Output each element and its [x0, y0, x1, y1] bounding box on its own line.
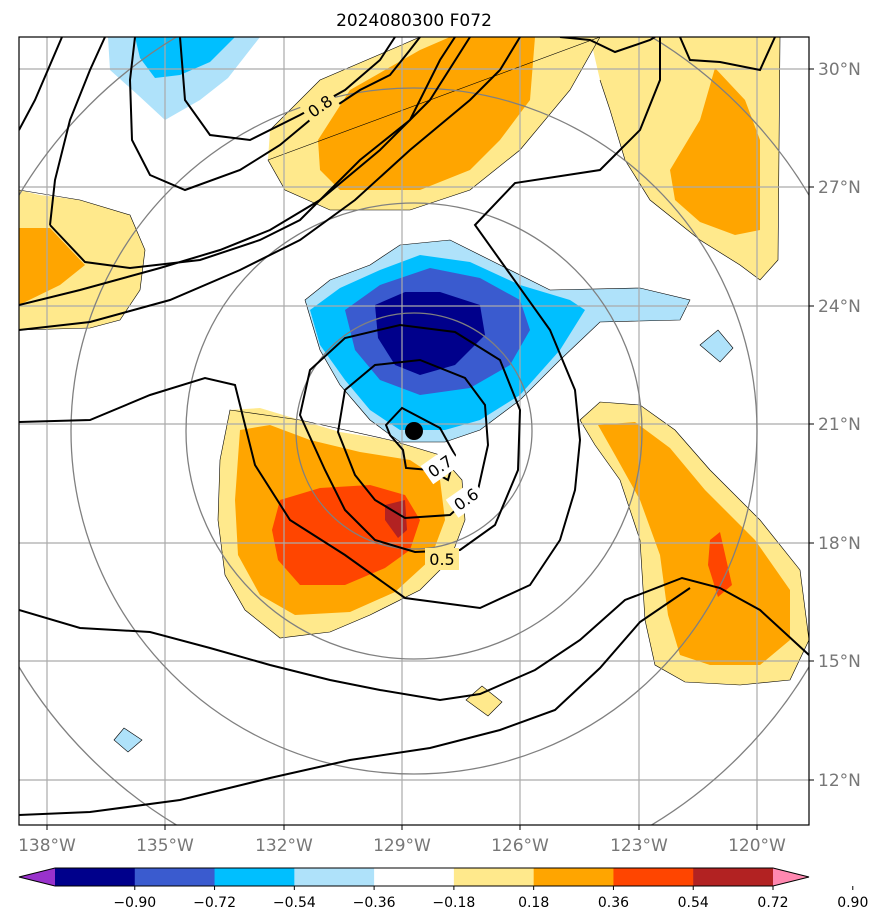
colorbar-segment — [533, 868, 614, 886]
colorbar-segment — [693, 868, 774, 886]
x-tick-labels: 138°W 135°W 132°W 129°W 126°W 123°W 120°… — [18, 836, 786, 856]
outline-speck-east — [699, 329, 734, 363]
contour-east — [679, 37, 776, 72]
contour-south-1 — [19, 576, 809, 702]
contour-west-loop — [19, 37, 661, 610]
outline-northeast — [599, 37, 781, 281]
colorbar-segment — [214, 868, 295, 886]
xtick-label-126w: 126°W — [491, 836, 549, 856]
xtick-label-132w: 132°W — [255, 836, 313, 856]
colorbar: −0.90 −0.72 −0.54 −0.36 −0.18 0.18 0.36 0.54 0.7… — [18, 867, 868, 911]
pos-patch-southeast-peak — [708, 532, 732, 597]
xtick-label-129w: 129°W — [373, 836, 431, 856]
colorbar-segment — [613, 868, 694, 886]
pos-center-inner — [272, 485, 420, 585]
storm-center-marker — [405, 422, 423, 440]
map-frame — [18, 36, 810, 826]
y-tick-labels: 30°N 27°N 24°N 21°N 18°N 15°N 12°N — [818, 60, 861, 791]
colorbar-tick-label: 0.54 — [678, 895, 709, 911]
ytick-label-21n: 21°N — [818, 415, 861, 435]
colorbar-tick-label: 0.18 — [518, 895, 549, 911]
pos-patch-northeast-core — [670, 68, 760, 235]
contours — [19, 37, 809, 816]
neg-patch-east-speck — [700, 330, 733, 362]
colorbar-segment — [374, 868, 455, 886]
contour-label-bg-05 — [425, 548, 459, 570]
colorbar-segment — [134, 868, 216, 886]
colorbar-tick-label: −0.36 — [353, 895, 396, 911]
ytick-label-27n: 27°N — [818, 178, 861, 198]
colorbar-tick-label: −0.18 — [432, 895, 475, 911]
colorbar-extend-low — [19, 868, 55, 886]
tick-marks — [46, 68, 814, 830]
colorbar-segment — [294, 868, 375, 886]
outline-north — [267, 37, 601, 211]
neg-speck-southwest — [114, 728, 142, 752]
chart-title: 2024080300 F072 — [336, 11, 492, 31]
outline-speck-south — [465, 685, 503, 717]
outline-southeast — [579, 401, 809, 686]
colorbar-tick-label: −0.54 — [273, 895, 316, 911]
range-rings — [19, 37, 809, 825]
pos-speck-south — [466, 686, 502, 716]
contour-north-5 — [19, 37, 63, 131]
outline-speck-southwest — [113, 727, 143, 753]
contour-north-4 — [49, 37, 106, 226]
colorbar-segment — [453, 868, 535, 886]
ytick-label-24n: 24°N — [818, 297, 861, 317]
ytick-label-18n: 18°N — [818, 534, 861, 554]
outline-west — [19, 189, 146, 331]
colorbar-segment — [55, 868, 136, 886]
xtick-label-123w: 123°W — [610, 836, 668, 856]
pos-patch-west-core — [19, 228, 85, 305]
map-panel: 0.8 0.7 0.6 0.5 — [19, 37, 809, 825]
xtick-label-135w: 135°W — [136, 836, 194, 856]
contour-labels: 0.8 0.7 0.6 0.5 — [299, 87, 487, 570]
colorbar-tick-label: −0.90 — [113, 895, 156, 911]
contour-05 — [298, 323, 522, 554]
contour-label-bg-08 — [299, 87, 341, 125]
xtick-label-138w: 138°W — [18, 836, 76, 856]
colorbar-extend-high — [773, 868, 809, 886]
colorbar-outline — [18, 867, 810, 887]
ytick-label-30n: 30°N — [818, 60, 861, 80]
ytick-label-15n: 15°N — [818, 652, 861, 672]
contour-label-bg-06 — [445, 480, 487, 518]
ytick-label-12n: 12°N — [818, 771, 861, 791]
contour-06 — [336, 358, 490, 520]
contour-north-6 — [128, 37, 421, 192]
colorbar-tick-label: 0.36 — [598, 895, 629, 911]
contour-label-bg-07 — [420, 446, 462, 485]
contour-north-1 — [19, 37, 521, 331]
pos-band-north-core — [318, 37, 535, 190]
contour-east-2 — [559, 37, 656, 54]
contour-label-05: 0.5 — [429, 550, 454, 569]
colorbar-tick-label: 0.90 — [837, 895, 868, 911]
xtick-label-120w: 120°W — [728, 836, 786, 856]
contour-north-3 — [49, 37, 456, 270]
range-ring-2 — [185, 202, 643, 660]
colorbar-tick-label: 0.72 — [757, 895, 788, 911]
shaded-fields — [19, 37, 809, 752]
range-ring-1 — [295, 312, 533, 550]
contour-south-2 — [19, 587, 691, 816]
range-ring-3 — [70, 87, 758, 775]
contour-north-2 — [19, 37, 471, 306]
contour-north-7 — [179, 37, 396, 142]
colorbar-tick-label: −0.72 — [193, 895, 236, 911]
outline-southcenter — [217, 409, 466, 639]
